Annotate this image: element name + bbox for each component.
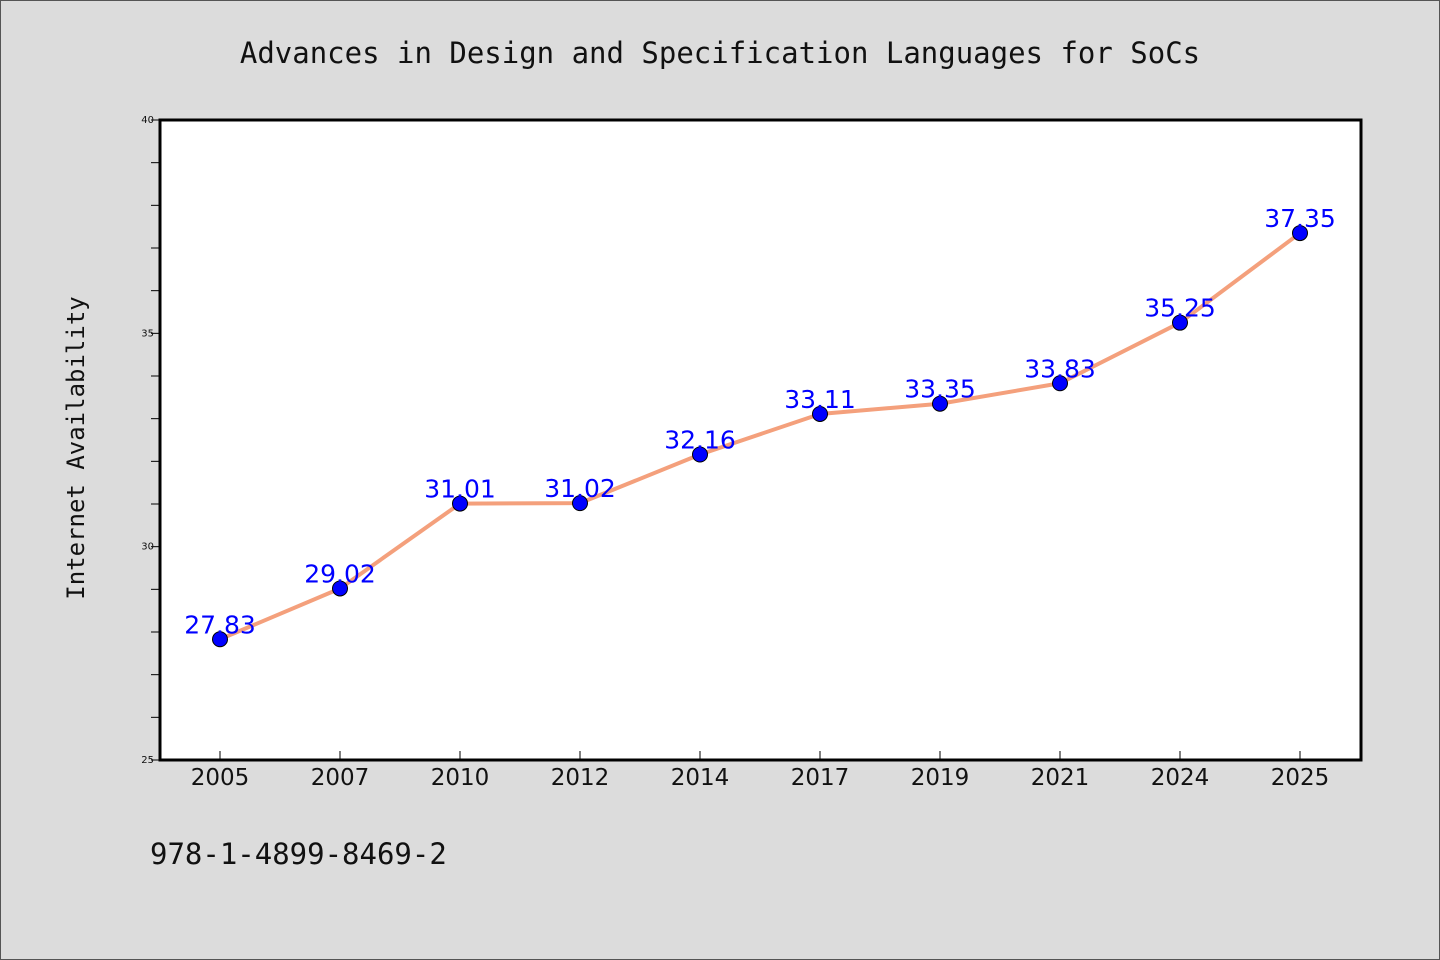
- x-tick-label: 2010: [431, 765, 490, 791]
- y-tick-label: 30: [141, 542, 154, 553]
- x-tick-label: 2024: [1151, 765, 1210, 791]
- data-point: [1292, 225, 1308, 242]
- data-label: 31.01: [424, 475, 496, 504]
- x-tick-label: 2014: [671, 765, 730, 791]
- data-label: 32.16: [664, 426, 736, 455]
- data-label: 33.11: [784, 385, 856, 414]
- y-tick-label: 40: [141, 115, 154, 126]
- data-point: [332, 580, 348, 597]
- data-label: 37.35: [1264, 204, 1336, 233]
- x-tick-label: 2021: [1031, 765, 1090, 791]
- data-point: [932, 395, 948, 412]
- data-point: [452, 495, 468, 512]
- data-label: 33.35: [904, 375, 976, 404]
- plot-area: [158, 118, 1363, 762]
- x-tick-label: 2005: [191, 765, 250, 791]
- x-tick-label: 2019: [911, 765, 970, 791]
- data-point: [1172, 314, 1188, 331]
- x-tick-label: 2012: [551, 765, 610, 791]
- y-axis-label: Internet Availability: [62, 296, 90, 599]
- data-label: 35.25: [1144, 294, 1216, 323]
- y-axis: 25 30 35 40: [141, 115, 160, 766]
- x-tick-label: 2025: [1271, 765, 1330, 791]
- data-label: 29.02: [304, 559, 376, 588]
- data-point: [1052, 375, 1068, 392]
- x-tick-label: 2017: [791, 765, 850, 791]
- series-line: [219, 231, 1302, 642]
- x-tick-label: 2007: [311, 765, 370, 791]
- x-axis: 2005 2007 2010 2012 2014 2017 2019 2021 2024 2025: [191, 751, 1330, 791]
- data-point: [812, 405, 828, 422]
- data-point: [212, 631, 228, 648]
- series-layer: 27.83 29.02 31.01 31.02 32.16 33.11 33.35 33.83…: [184, 204, 1336, 648]
- chart-title: Advances in Design and Specification Lan…: [240, 36, 1200, 70]
- y-tick-label: 35: [141, 328, 154, 339]
- data-label: 27.83: [184, 610, 256, 639]
- y-tick-label: 25: [141, 755, 154, 766]
- data-point: [692, 446, 708, 463]
- data-label: 33.83: [1024, 354, 1096, 383]
- data-label: 31.02: [544, 474, 616, 503]
- data-point: [572, 495, 588, 512]
- footer-isbn: 978-1-4899-8469-2: [150, 837, 447, 871]
